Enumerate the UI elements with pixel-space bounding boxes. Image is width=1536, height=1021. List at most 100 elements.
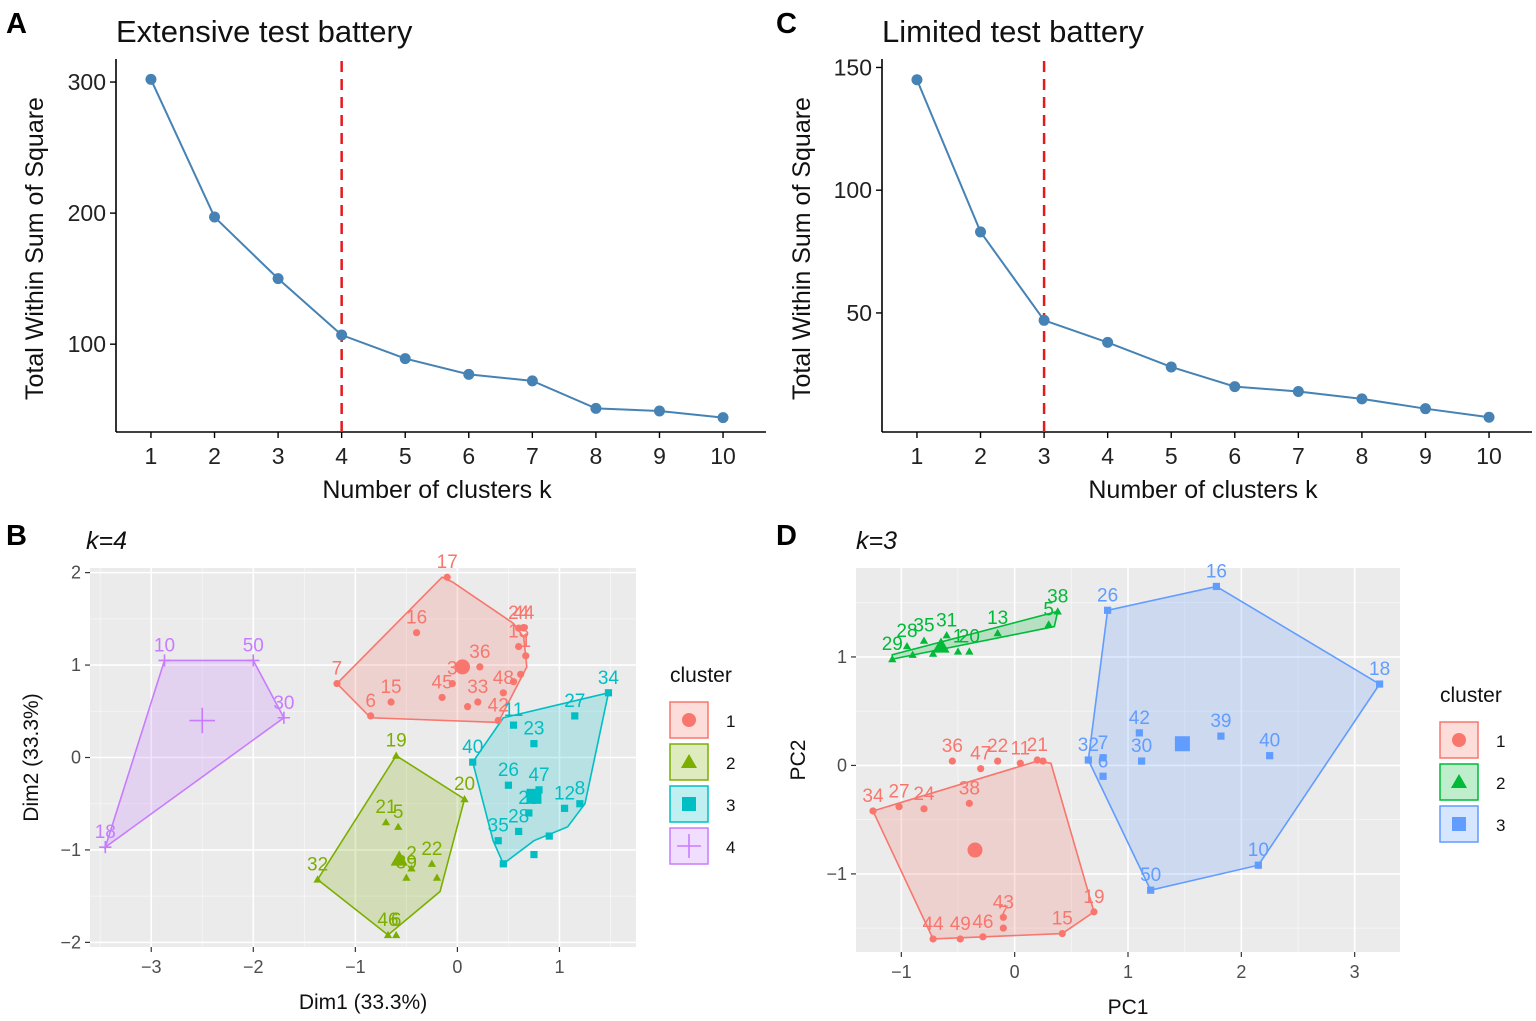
- y-tick-label: 100: [834, 177, 872, 203]
- x-tick-label: −3: [141, 957, 162, 977]
- cluster-1-point: [1058, 929, 1066, 938]
- legend-key-symbol: [1452, 817, 1466, 831]
- point-label: 31: [936, 610, 957, 631]
- cluster-1-point: [412, 629, 421, 637]
- data-point: [272, 273, 284, 285]
- legend-item-label: 3: [1496, 816, 1505, 835]
- point-label: 7: [1098, 733, 1109, 754]
- cluster-2-point: [965, 647, 974, 655]
- data-point: [145, 73, 157, 85]
- point-label: 16: [406, 608, 427, 629]
- point-label: 23: [523, 719, 544, 740]
- y-axis-title: Total Within Sum of Square: [21, 97, 49, 400]
- x-tick-label: 7: [1292, 443, 1305, 469]
- legend-title: cluster: [1440, 684, 1502, 707]
- y-tick-label: 100: [68, 331, 106, 357]
- chart-title: k=4: [86, 527, 127, 555]
- cluster-3-point: [515, 827, 523, 836]
- legend-item-label: 2: [726, 754, 735, 773]
- cluster-2-point: [908, 650, 917, 658]
- x-tick-label: 10: [1476, 443, 1502, 469]
- point-label: 45: [432, 672, 453, 693]
- panel-letter: A: [6, 8, 27, 40]
- cluster-3-point: [604, 689, 613, 697]
- data-point: [526, 375, 538, 387]
- point-label: 35: [913, 616, 934, 637]
- x-tick-label: 9: [1419, 443, 1432, 469]
- point-label: 6: [365, 691, 376, 712]
- cluster-1-point: [515, 624, 523, 632]
- point-label: 28: [896, 621, 917, 642]
- cluster-2-hull: [316, 754, 466, 937]
- point-label: 15: [380, 677, 401, 698]
- point-label: 33: [467, 677, 488, 698]
- point-label: 20: [959, 627, 980, 648]
- point-label: 40: [462, 737, 483, 758]
- chart-title: k=3: [856, 527, 897, 555]
- point-label: 38: [1047, 586, 1068, 607]
- y-tick-label: 0: [71, 748, 81, 768]
- data-point: [1038, 314, 1050, 326]
- cluster-2-centroid: [932, 637, 950, 653]
- data-point: [975, 226, 987, 238]
- point-label: 5: [1043, 599, 1054, 620]
- cluster-3-point: [576, 800, 584, 808]
- point-label: 39: [1210, 711, 1231, 732]
- x-tick-label: 3: [272, 443, 285, 469]
- point-label: 19: [386, 731, 407, 752]
- data-point: [209, 211, 221, 223]
- cluster-3-point: [469, 758, 477, 766]
- point-label: 32: [1078, 735, 1099, 756]
- x-tick-label: 3: [1350, 962, 1360, 982]
- cluster-2-point: [394, 822, 403, 830]
- cluster-3-point: [499, 860, 507, 868]
- cluster-4-point: [99, 841, 112, 854]
- x-axis-title: Number of clusters k: [1088, 476, 1318, 504]
- data-point: [1102, 336, 1114, 348]
- cluster-1-point: [499, 689, 507, 697]
- legend-key-symbol: [1452, 733, 1466, 747]
- cluster-3-point: [1138, 757, 1146, 765]
- legend-title: cluster: [670, 664, 732, 687]
- cluster-2-centroid: [390, 850, 408, 866]
- panel-letter: D: [776, 520, 797, 552]
- point-label: 35: [488, 816, 509, 837]
- x-tick-label: 9: [653, 443, 666, 469]
- point-label: 22: [421, 839, 442, 860]
- point-label: 36: [469, 642, 490, 663]
- cluster-2-point: [392, 930, 401, 939]
- cluster-1-point: [994, 757, 1002, 765]
- cluster-4-point: [247, 654, 260, 667]
- point-label: 8: [575, 779, 586, 800]
- point-label: 10: [154, 635, 175, 656]
- chart-title: Limited test battery: [882, 14, 1144, 49]
- point-label: 24: [508, 603, 530, 624]
- point-label: 46: [377, 910, 398, 931]
- x-tick-label: 2: [1236, 962, 1246, 982]
- cluster-3-point: [1266, 752, 1274, 760]
- point-label: 2: [406, 843, 417, 864]
- cluster-1-centroid: [455, 659, 471, 675]
- cluster-2-point: [928, 649, 938, 657]
- y-tick-label: 50: [846, 300, 872, 326]
- point-label: 20: [454, 774, 475, 795]
- cluster-2-point: [888, 654, 897, 663]
- point-label: 24: [913, 784, 935, 805]
- cluster-1-point: [929, 935, 937, 943]
- cluster-2-point: [942, 631, 951, 639]
- x-tick-label: 4: [1101, 443, 1114, 469]
- cluster-3-point: [1147, 886, 1155, 894]
- cluster-3-point: [509, 721, 518, 729]
- cluster-3-point: [494, 837, 502, 845]
- cluster-1-point: [464, 703, 472, 711]
- cluster-3-point: [571, 712, 579, 720]
- data-point: [336, 329, 348, 341]
- data-point: [1229, 381, 1241, 393]
- point-label: 11: [504, 700, 524, 721]
- point-label: 42: [488, 696, 509, 717]
- cluster-1-point: [448, 679, 456, 688]
- cluster-1-point: [387, 698, 395, 706]
